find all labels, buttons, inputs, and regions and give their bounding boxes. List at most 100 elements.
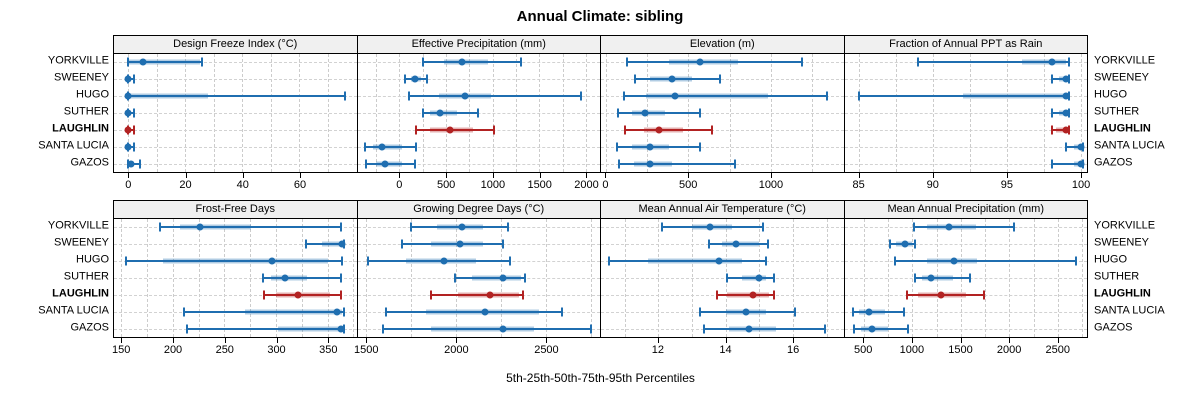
axis-elevation-m: 0 500 1000: [601, 173, 844, 200]
cap-95th: [1068, 57, 1071, 67]
median-dot: [646, 160, 654, 168]
cap-95th: [906, 324, 909, 334]
median-dot: [446, 126, 454, 134]
band-25th-75th: [430, 110, 458, 116]
site-label-gazos: GAZOS: [1094, 156, 1133, 169]
range-5th-95th: [854, 327, 908, 330]
site-label-gazos: GAZOS: [1094, 321, 1133, 334]
cap-95th: [902, 307, 905, 317]
gridline-horizontal: [114, 146, 357, 148]
chart-title: Annual Climate: sibling: [516, 8, 684, 25]
gridline-horizontal: [114, 129, 357, 131]
cap-5th: [917, 57, 920, 67]
label-spacer: [1088, 35, 1200, 53]
label-column-body: YORKVILLE SWEENEY HUGO SUTHER LAUGHLIN SANTA …: [1088, 53, 1200, 171]
median-dot: [436, 109, 444, 117]
cap-5th: [618, 159, 621, 169]
cap-5th: [608, 256, 611, 266]
axis-tick-label: 2500: [1045, 344, 1071, 356]
axis-tick-label: 95: [1000, 179, 1014, 191]
site-label-santa-lucia: SANTA LUCIA: [38, 139, 109, 152]
band-25th-75th: [643, 127, 684, 133]
axis-tick-label: 85: [852, 179, 865, 191]
cap-95th: [761, 222, 764, 232]
band-25th-75th: [1073, 144, 1082, 150]
median-dot: [646, 143, 654, 151]
median-dot: [499, 325, 507, 333]
cap-95th: [343, 307, 346, 317]
cap-95th: [476, 108, 479, 118]
cap-95th: [801, 57, 804, 67]
cap-95th: [425, 74, 428, 84]
axis-tick-label: 2000: [574, 179, 599, 191]
cap-5th: [914, 273, 917, 283]
cap-95th: [138, 159, 141, 169]
cap-95th: [710, 125, 713, 135]
axis-tick-label: 250: [215, 344, 234, 356]
panels-wrap: Design Freeze Index (°C) Effective Precip…: [113, 35, 1090, 200]
range-5th-95th: [727, 277, 775, 279]
cap-95th: [132, 125, 135, 135]
median-dot: [641, 109, 649, 117]
axis-tick-label: 1500: [354, 344, 379, 356]
axis-tick-label: 1000: [480, 179, 506, 191]
axis-mean-annual-precipitation-mm: 500 1000 1500 2000 2500: [844, 338, 1087, 365]
range-5th-95th: [618, 112, 700, 114]
axis-tick: [121, 338, 123, 343]
range-5th-95th: [609, 260, 766, 263]
band-25th-75th: [727, 292, 770, 298]
band-25th-75th: [276, 292, 330, 298]
axis-tick-label: 16: [786, 344, 800, 356]
cap-5th: [304, 239, 307, 249]
axis-tick: [128, 173, 130, 178]
site-label-gazos: GAZOS: [70, 156, 109, 169]
site-label-yorkville: YORKVILLE: [1094, 219, 1156, 232]
cap-95th: [914, 239, 917, 249]
cap-95th: [580, 91, 583, 101]
label-column-body: YORKVILLE SWEENEY HUGO SUTHER LAUGHLIN SANTA …: [0, 53, 113, 171]
cap-95th: [523, 273, 526, 283]
gridline-horizontal: [601, 79, 844, 81]
range-5th-95th: [128, 61, 203, 64]
median-dot: [671, 92, 679, 100]
cap-5th: [905, 290, 908, 300]
site-label-sweeney: SWEENEY: [53, 236, 109, 249]
axis-tick-label: 200: [163, 344, 183, 356]
range-5th-95th: [382, 327, 592, 330]
axis-tick: [605, 173, 607, 178]
cap-5th: [1050, 125, 1053, 135]
range-5th-95th: [305, 243, 345, 246]
cap-5th: [363, 142, 366, 152]
band-25th-75th: [722, 241, 760, 247]
panel-mean-annual-precipitation-mm: Mean Annual Precipitation (mm): [843, 201, 1087, 337]
axis-tick-label: 1000: [899, 344, 925, 356]
axis-tick: [399, 173, 401, 178]
axis-tick-label: 0: [125, 179, 132, 191]
median-dot: [458, 58, 466, 66]
left-site-labels: YORKVILLE SWEENEY HUGO SUTHER LAUGHLIN SANTA …: [0, 200, 113, 365]
label-column-body: YORKVILLE SWEENEY HUGO SUTHER LAUGHLIN SANTA …: [1088, 218, 1200, 336]
range-5th-95th: [915, 277, 970, 279]
band-25th-75th: [922, 275, 954, 281]
band-25th-75th: [1021, 59, 1067, 65]
cap-95th: [132, 142, 135, 152]
cap-95th: [492, 125, 495, 135]
median-dot: [749, 291, 757, 299]
panel-plot-area: [114, 54, 357, 172]
site-label-laughlin: LAUGHLIN: [1094, 287, 1151, 300]
panel-plot-area: [601, 54, 844, 172]
cap-5th: [1050, 108, 1053, 118]
cap-5th: [186, 324, 189, 334]
axis-strip: 150 200 250 300 350 1500 2000 2500 12 14 16 500 1000…: [112, 338, 1088, 365]
median-dot: [338, 240, 346, 248]
range-5th-95th: [1051, 162, 1083, 165]
x-axis-caption: 5th-25th-50th-75th-95th Percentiles: [506, 371, 695, 385]
panel-title: Fraction of Annual PPT as Rain: [844, 36, 1087, 54]
band-25th-75th: [278, 326, 344, 332]
cap-5th: [415, 125, 418, 135]
panel-fraction-of-annual-ppt-as-rain: Fraction of Annual PPT as Rain: [843, 36, 1087, 172]
cap-5th: [893, 256, 896, 266]
cap-95th: [826, 91, 828, 101]
cap-95th: [340, 222, 343, 232]
cap-5th: [404, 74, 407, 84]
